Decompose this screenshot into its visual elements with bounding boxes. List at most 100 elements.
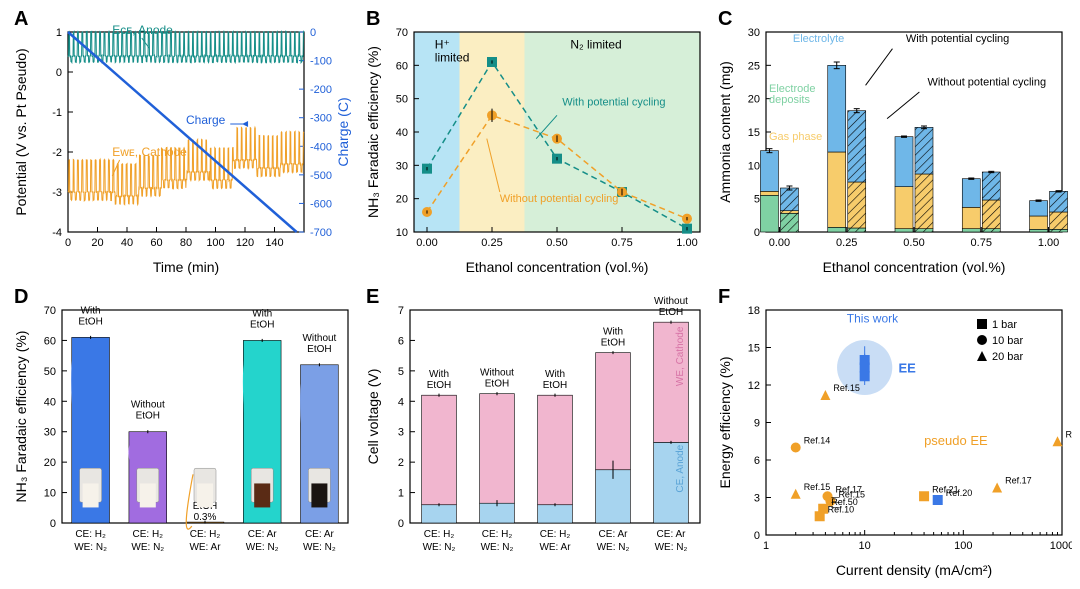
svg-text:Energy efficiency (%): Energy efficiency (%) [717, 356, 733, 488]
svg-text:This work: This work [847, 312, 899, 326]
svg-text:EtOH: EtOH [601, 338, 625, 349]
svg-text:WE: N₂: WE: N₂ [303, 542, 336, 553]
svg-text:-400: -400 [310, 141, 332, 153]
svg-text:With potential cycling: With potential cycling [906, 33, 1009, 45]
svg-text:CE: Ar: CE: Ar [305, 529, 335, 540]
svg-text:-200: -200 [310, 84, 332, 96]
svg-text:With: With [429, 369, 449, 380]
svg-text:Potential (V vs. Pt Pseudo): Potential (V vs. Pt Pseudo) [13, 48, 29, 215]
svg-text:40: 40 [396, 127, 408, 139]
svg-text:40: 40 [44, 396, 56, 408]
svg-text:Eᴡᴇ, Cathode: Eᴡᴇ, Cathode [112, 145, 187, 159]
svg-text:0: 0 [398, 518, 404, 530]
svg-text:EtOH: EtOH [136, 411, 160, 422]
svg-text:Current density (mA/cm²): Current density (mA/cm²) [836, 562, 992, 578]
svg-text:12: 12 [748, 380, 760, 392]
svg-text:0: 0 [754, 227, 760, 239]
svg-text:10: 10 [859, 540, 871, 552]
panel-d: D010203040506070NH₃ Faradaic efficiency … [10, 286, 358, 581]
svg-text:100: 100 [206, 237, 224, 249]
svg-text:WE: Ar: WE: Ar [189, 542, 221, 553]
svg-text:10: 10 [748, 160, 760, 172]
svg-text:0.00: 0.00 [769, 237, 790, 249]
svg-text:0.75: 0.75 [611, 237, 632, 249]
svg-text:Ref.14: Ref.14 [804, 436, 831, 446]
panel-c: C0.000.250.500.751.00051015202530Ethanol… [714, 8, 1072, 278]
svg-text:40: 40 [121, 237, 133, 249]
svg-text:1: 1 [398, 488, 404, 500]
svg-text:0.3%: 0.3% [194, 512, 217, 523]
svg-text:0: 0 [56, 67, 62, 79]
svg-text:9: 9 [754, 418, 760, 430]
svg-text:0.25: 0.25 [836, 237, 857, 249]
svg-text:0.00: 0.00 [416, 237, 437, 249]
chart-e: 01234567Cell voltage (V)WithEtOHCE: H₂WE… [362, 286, 710, 581]
svg-text:EtOH: EtOH [543, 380, 567, 391]
svg-text:30: 30 [44, 427, 56, 439]
svg-text:3: 3 [398, 427, 404, 439]
svg-text:EtOH: EtOH [485, 379, 509, 390]
svg-text:-300: -300 [310, 113, 332, 125]
svg-text:Without: Without [654, 296, 688, 307]
svg-text:EE: EE [898, 361, 916, 376]
svg-text:0: 0 [310, 27, 316, 39]
svg-text:15: 15 [748, 127, 760, 139]
svg-text:20 bar: 20 bar [992, 351, 1024, 363]
svg-text:1.00: 1.00 [1038, 237, 1059, 249]
chart-a: 020406080100120140-4-3-2-1010-100-200-30… [10, 8, 358, 278]
svg-text:0.50: 0.50 [903, 237, 924, 249]
svg-text:EtOH: EtOH [427, 380, 451, 391]
svg-text:Electrolyte: Electrolyte [793, 33, 844, 45]
svg-text:1 bar: 1 bar [992, 319, 1017, 331]
figure-page: { "labels": {"A":"A","B":"B","C":"C","D"… [0, 0, 1080, 589]
svg-text:80: 80 [180, 237, 192, 249]
svg-text:-2: -2 [52, 147, 62, 159]
svg-text:0: 0 [754, 530, 760, 542]
svg-text:Without: Without [480, 368, 514, 379]
svg-text:Cell voltage (V): Cell voltage (V) [365, 369, 381, 465]
svg-text:0: 0 [65, 237, 71, 249]
svg-text:limited: limited [435, 51, 470, 65]
svg-text:WE: N₂: WE: N₂ [597, 542, 630, 553]
svg-text:Charge (C): Charge (C) [335, 97, 351, 166]
chart-f: 11010010000369121518Current density (mA/… [714, 286, 1072, 581]
svg-text:6: 6 [754, 455, 760, 467]
svg-text:70: 70 [44, 305, 56, 317]
svg-text:0.25: 0.25 [481, 237, 502, 249]
svg-text:WE: N₂: WE: N₂ [423, 542, 456, 553]
svg-text:WE: Ar: WE: Ar [539, 542, 571, 553]
svg-text:N₂ limited: N₂ limited [570, 38, 621, 52]
svg-text:1: 1 [763, 540, 769, 552]
svg-text:EtOH: EtOH [78, 316, 102, 327]
svg-text:Gas phase: Gas phase [769, 131, 822, 143]
svg-text:CE, Anode: CE, Anode [675, 444, 686, 492]
panel-f: F11010010000369121518Current density (mA… [714, 286, 1072, 581]
svg-text:20: 20 [91, 237, 103, 249]
svg-text:-3: -3 [52, 187, 62, 199]
svg-text:60: 60 [44, 335, 56, 347]
svg-text:EtOH: EtOH [307, 344, 331, 355]
panel-e: E01234567Cell voltage (V)WithEtOHCE: H₂W… [362, 286, 710, 581]
svg-text:CE: H₂: CE: H₂ [482, 529, 513, 540]
svg-text:CE: H₂: CE: H₂ [190, 529, 221, 540]
svg-text:0: 0 [50, 518, 56, 530]
svg-text:CE: Ar: CE: Ar [657, 529, 687, 540]
svg-text:1.00: 1.00 [676, 237, 697, 249]
panel-b: B0.000.250.500.751.0010203040506070Ethan… [362, 8, 710, 278]
svg-text:3: 3 [754, 493, 760, 505]
svg-text:With potential cycling: With potential cycling [562, 96, 665, 108]
svg-text:Ref.20: Ref.20 [946, 488, 973, 498]
svg-text:NH₃ Faradaic efficiency (%): NH₃ Faradaic efficiency (%) [13, 331, 29, 503]
svg-text:-1: -1 [52, 107, 62, 119]
svg-text:2: 2 [398, 457, 404, 469]
svg-text:10 bar: 10 bar [992, 335, 1024, 347]
chart-d: 010203040506070NH₃ Faradaic efficiency (… [10, 286, 358, 581]
svg-text:-600: -600 [310, 198, 332, 210]
svg-text:WE: N₂: WE: N₂ [131, 542, 164, 553]
svg-text:Ref.17: Ref.17 [1005, 476, 1032, 486]
svg-text:Ref.15: Ref.15 [804, 482, 831, 492]
svg-text:-100: -100 [310, 56, 332, 68]
svg-text:CE: Ar: CE: Ar [248, 529, 278, 540]
svg-text:-500: -500 [310, 170, 332, 182]
svg-text:7: 7 [398, 305, 404, 317]
